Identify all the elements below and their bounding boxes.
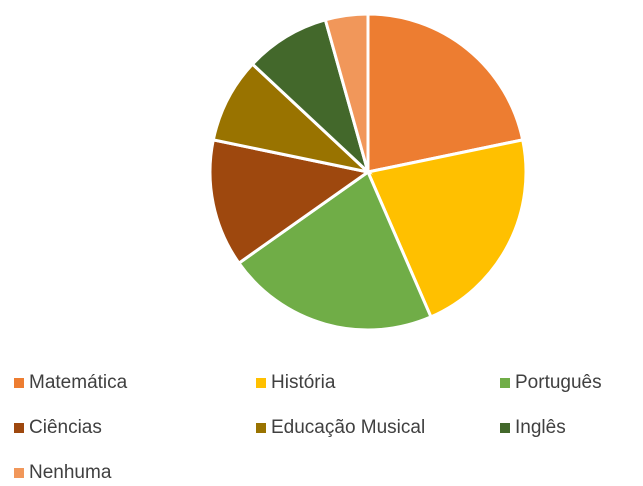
legend-marker [14,468,24,478]
legend-label: Ciências [29,417,102,438]
legend-label: Nenhuma [29,462,112,483]
legend-marker [500,378,510,388]
pie-slice [208,138,372,266]
legend-label: Educação Musical [271,417,425,438]
pie-slice [211,62,373,175]
legend-label: Matemática [29,372,128,393]
pie-slice [250,18,371,177]
pie-slice [365,138,528,319]
legend-marker [500,423,510,433]
legend-label: História [271,372,336,393]
legend-marker [256,423,266,433]
pie-slice [323,12,370,173]
legend-marker [14,423,24,433]
legend-label: Inglês [515,417,566,438]
pie-slice [236,169,433,332]
legend-marker [256,378,266,388]
legend-marker [14,378,24,388]
legend-label: Português [515,372,602,393]
pie-slice [366,12,525,174]
